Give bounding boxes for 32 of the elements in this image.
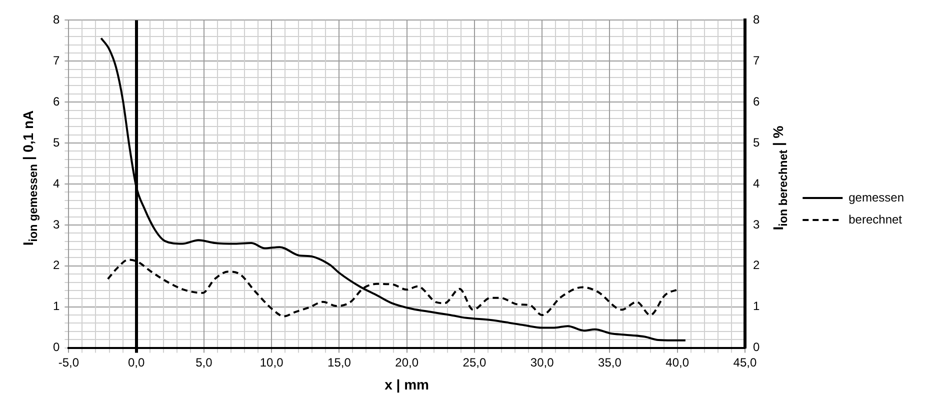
y2-tick-label: 2 (752, 258, 760, 272)
x-tick-label: 5,0 (196, 355, 213, 370)
y2-tick-label: 7 (752, 53, 760, 68)
x-tick-label: 25,0 (462, 355, 486, 370)
y2-tick-label: 0 (752, 340, 760, 354)
y-tick-label: 5 (52, 135, 60, 150)
y-tick-label: 8 (52, 12, 60, 27)
x-tick-label: 45,0 (733, 355, 757, 370)
y2-tick-label: 6 (752, 94, 760, 108)
x-tick-label: 0,0 (128, 355, 145, 370)
y-tick-label: 2 (52, 258, 60, 272)
y2-tick-label: 4 (752, 176, 760, 190)
x-axis-title: x | mm (384, 376, 430, 394)
y-tick-label: 6 (52, 94, 60, 108)
y-tick-label: 4 (52, 176, 60, 190)
x-tick-label: 35,0 (598, 355, 622, 370)
y-tick-label: 3 (52, 217, 60, 232)
y2-tick-label: 3 (752, 217, 760, 232)
y2-tick-label: 1 (752, 299, 760, 314)
x-tick-label: 10,0 (260, 355, 284, 370)
x-tick-label: 20,0 (395, 355, 419, 370)
x-tick-label: 30,0 (530, 355, 554, 370)
y-tick-label: 7 (52, 53, 60, 68)
y-tick-label: 1 (52, 299, 60, 314)
x-tick-label: 40,0 (666, 355, 690, 370)
x-tick-label: -5,0 (58, 355, 80, 370)
legend-label: berechnet (848, 212, 903, 226)
legend-label: gemessen (848, 190, 904, 204)
x-tick-label: 15,0 (328, 355, 352, 370)
y-tick-label: 0 (52, 340, 60, 354)
y2-tick-label: 8 (752, 12, 760, 27)
y2-tick-label: 5 (752, 135, 760, 150)
